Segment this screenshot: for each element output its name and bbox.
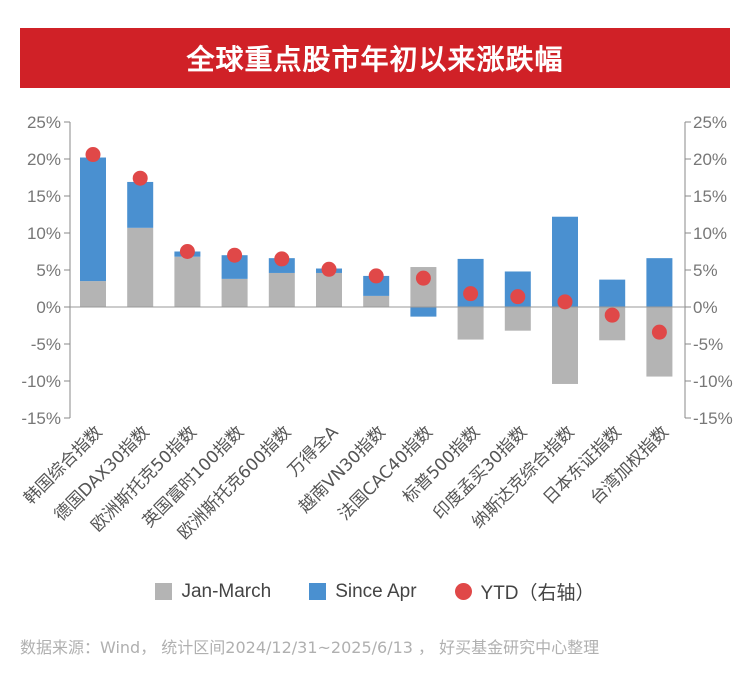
bar-since-apr xyxy=(552,216,578,307)
y-tick-label-left: -10% xyxy=(21,372,61,391)
bar-jan-march xyxy=(504,307,531,331)
ytd-point xyxy=(604,307,620,323)
bar-since-apr xyxy=(221,255,248,279)
y-tick-label-left: 5% xyxy=(36,261,61,280)
ytd-point xyxy=(510,289,526,305)
legend-label-ytd: YTD（右轴） xyxy=(480,583,595,604)
bar-since-apr xyxy=(646,258,673,307)
bar-since-apr xyxy=(363,275,390,296)
ytd-point xyxy=(227,247,243,263)
ytd-point xyxy=(415,270,431,286)
bar-jan-march xyxy=(363,295,390,307)
y-tick-label-right: 20% xyxy=(693,150,727,169)
bar-since-apr xyxy=(127,181,154,228)
y-tick-label-right: 25% xyxy=(693,113,727,132)
bar-since-apr xyxy=(410,307,437,317)
bar-jan-march xyxy=(221,278,248,307)
legend-item-since-apr: Since Apr xyxy=(309,578,417,605)
bar-jan-march xyxy=(552,307,578,384)
ytd-point xyxy=(179,244,195,259)
y-tick-label-right: -5% xyxy=(693,335,723,354)
bar-since-apr xyxy=(80,157,106,282)
ytd-point xyxy=(85,147,101,163)
y-tick-label-right: -10% xyxy=(693,372,733,391)
y-tick-label-left: 25% xyxy=(27,113,61,132)
y-tick-label-left: -5% xyxy=(31,335,61,354)
y-tick-label-left: -15% xyxy=(21,409,61,428)
y-tick-label-left: 0% xyxy=(36,298,61,317)
legend-label-jan-march: Jan-March xyxy=(181,580,272,602)
bar-jan-march xyxy=(457,307,484,340)
title-banner: 全球重点股市年初以来涨跌幅 xyxy=(20,28,730,88)
chart-legend: Jan-March Since Apr YTD（右轴） xyxy=(0,578,750,605)
bar-jan-march xyxy=(174,256,201,307)
bar-since-apr xyxy=(599,279,626,307)
ytd-point xyxy=(132,170,148,186)
ytd-point xyxy=(651,324,667,340)
ytd-point xyxy=(557,294,573,310)
y-tick-label-right: 10% xyxy=(693,224,727,243)
y-tick-label-left: 10% xyxy=(27,224,61,243)
y-tick-label-right: 0% xyxy=(693,298,718,317)
bar-jan-march xyxy=(316,272,342,307)
legend-item-jan-march: Jan-March xyxy=(155,578,271,605)
legend-swatch-jan-march xyxy=(155,583,173,600)
y-tick-label-right: 15% xyxy=(693,187,727,206)
legend-item-ytd: YTD（右轴） xyxy=(454,578,595,605)
ytd-point xyxy=(463,286,479,302)
legend-swatch-ytd xyxy=(454,583,472,600)
source-note: 数据来源：Wind， 统计区间2024/12/31~2025/6/13 ， 好买… xyxy=(20,638,600,657)
bar-jan-march xyxy=(268,272,295,307)
y-tick-label-left: 15% xyxy=(27,187,61,206)
legend-swatch-since-apr xyxy=(309,583,327,600)
bar-jan-march xyxy=(646,307,673,377)
y-tick-label-right: 5% xyxy=(693,261,718,280)
bar-jan-march xyxy=(80,281,106,307)
legend-label-since-apr: Since Apr xyxy=(335,580,417,602)
bar-jan-march xyxy=(127,227,154,307)
y-tick-label-right: -15% xyxy=(693,409,733,428)
chart-area: -15% -10% -5% 0% 5% 10% 15% 20% 25% -15% -10% -5% 0%… xyxy=(20,113,733,544)
ytd-point xyxy=(274,251,290,267)
ytd-point xyxy=(321,261,337,277)
ytd-point xyxy=(368,268,384,284)
y-tick-label-left: 20% xyxy=(27,150,61,169)
chart-title: 全球重点股市年初以来涨跌幅 xyxy=(186,43,564,76)
